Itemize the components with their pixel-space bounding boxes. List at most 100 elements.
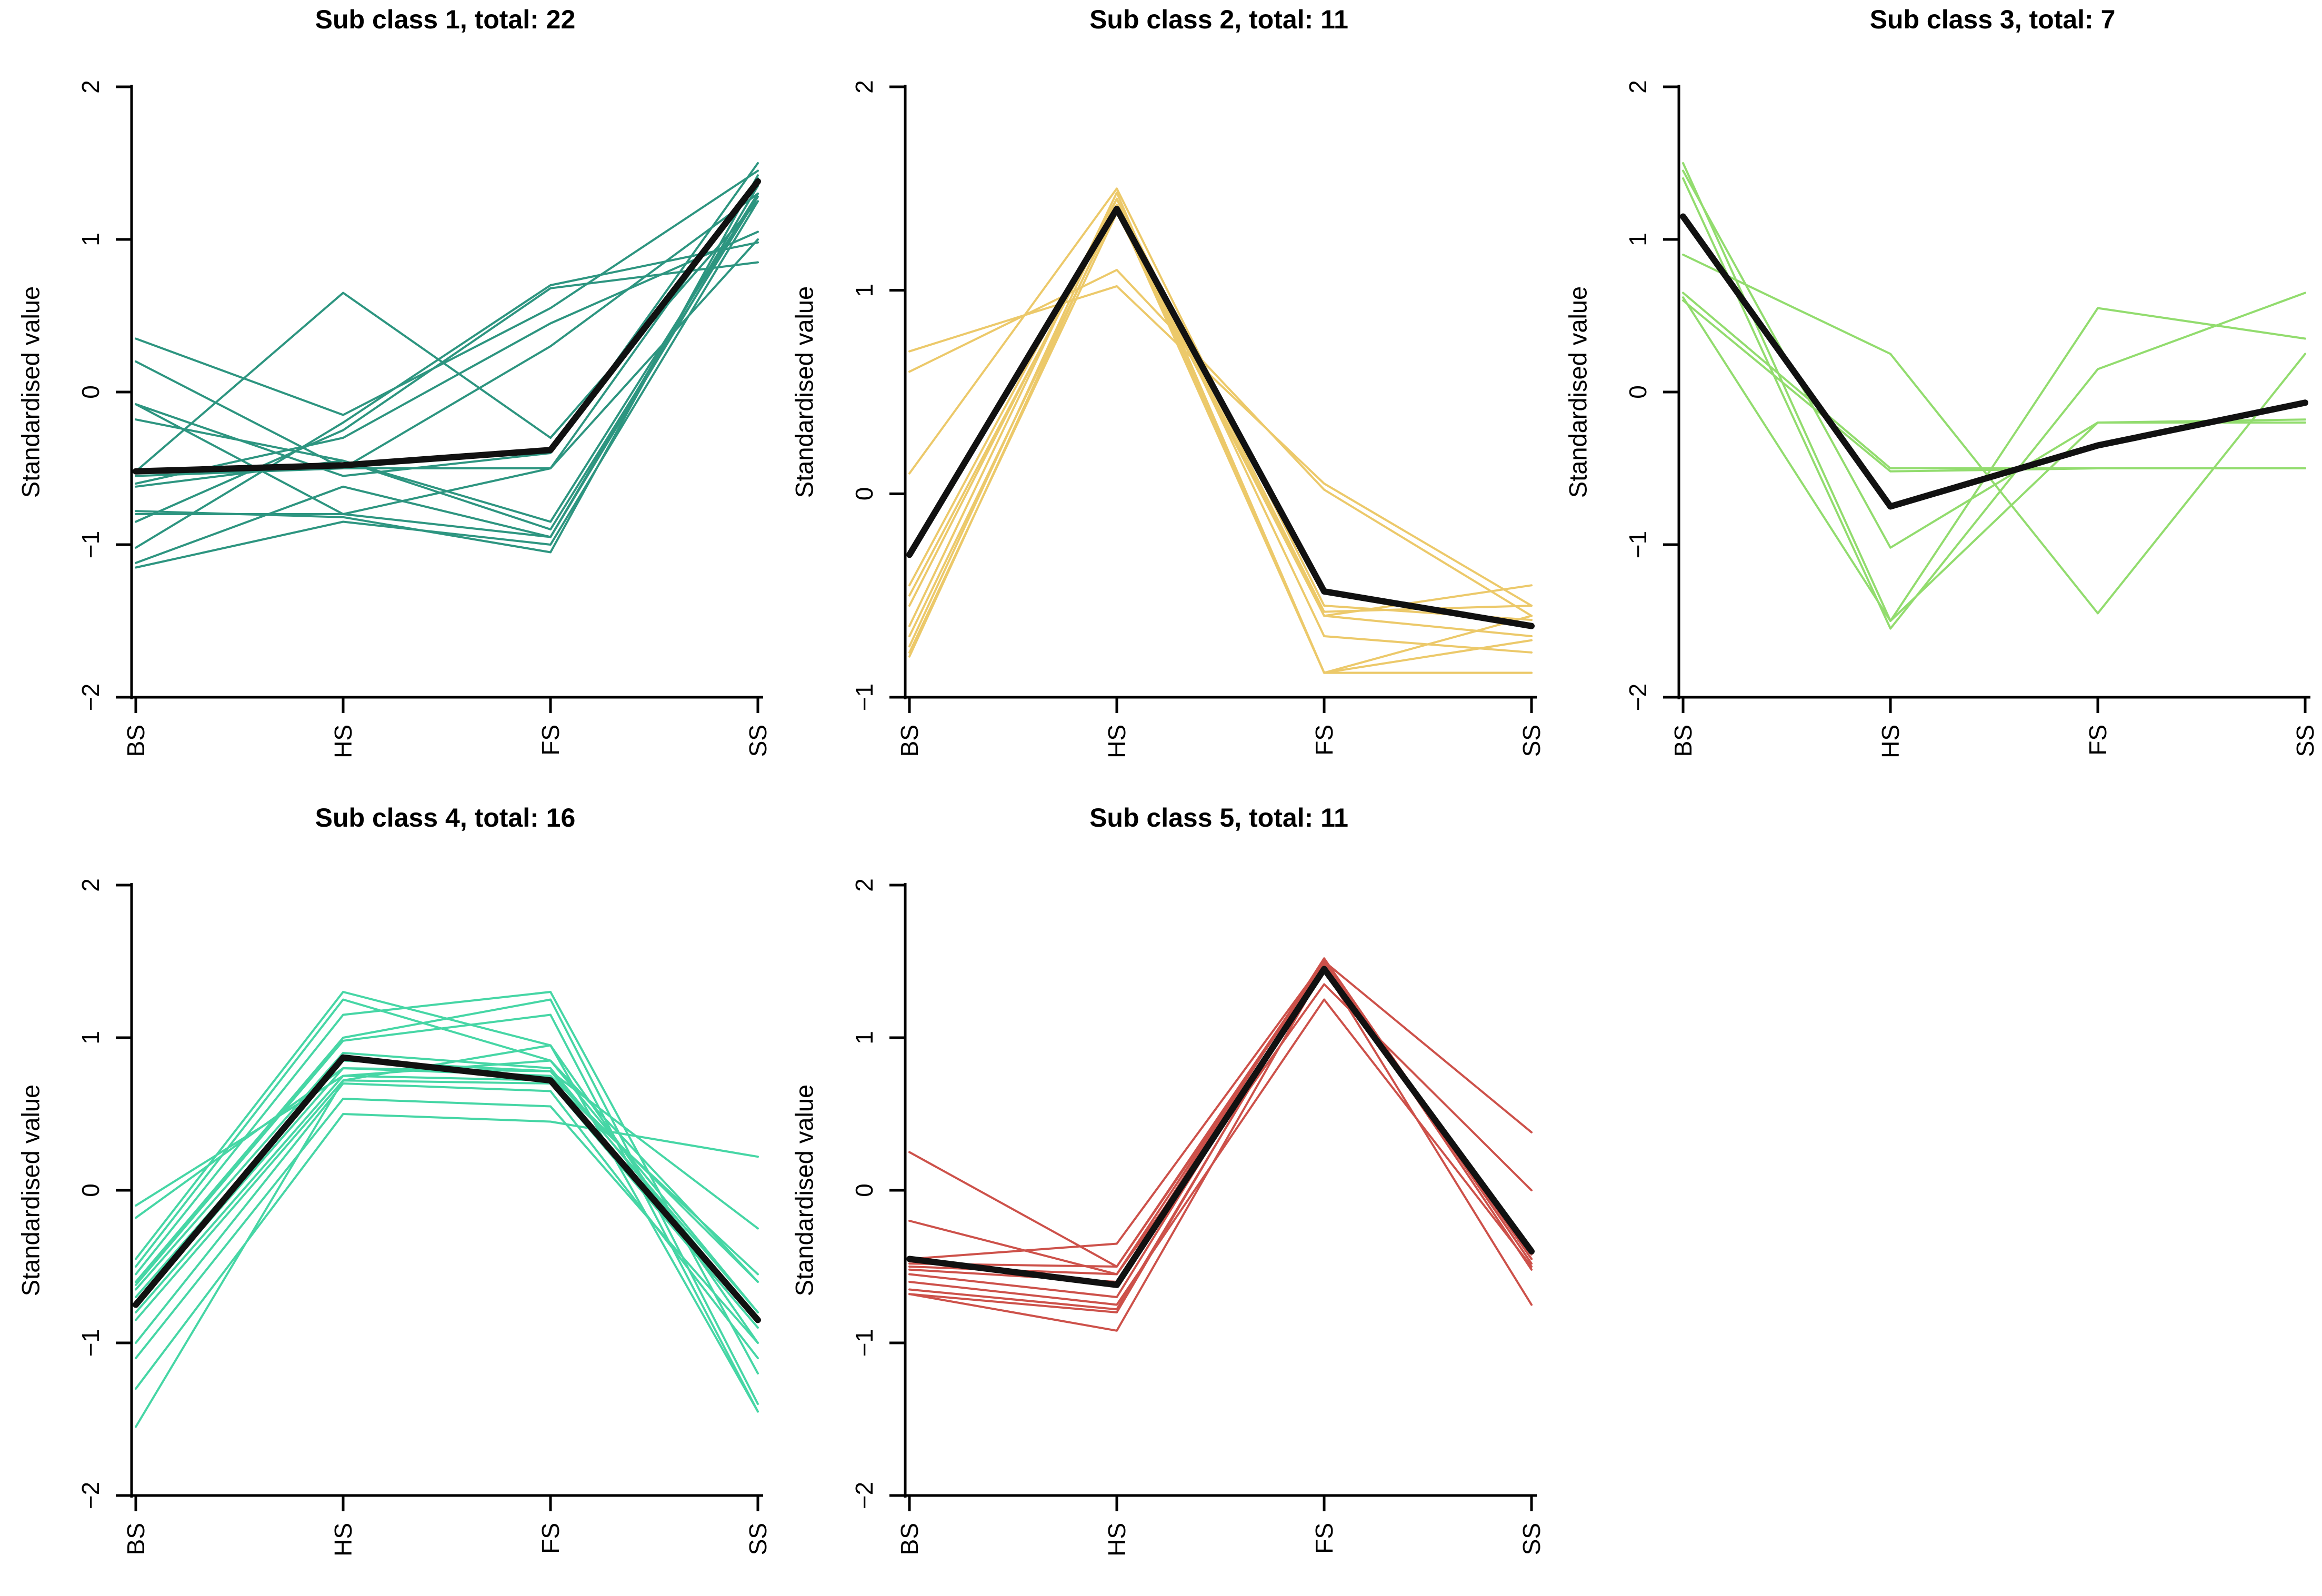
series-line-member-15 [135,1113,759,1390]
y-tick-label: 0 [850,1183,878,1197]
series-line-member-4 [908,963,1533,1268]
line-plot: −2 −1 0 1 2 BS HS FS SS [1624,80,2319,758]
x-tick-label: SS [744,1523,772,1555]
y-tick-label: 1 [77,233,104,246]
series-line-member-8 [135,1052,759,1321]
y-tick-label: −2 [850,1482,878,1509]
panel-title: Sub class 1, total: 22 [315,5,576,34]
mean-line [906,206,1535,629]
series-line-member-11 [908,968,1533,1332]
series-line-member-6 [908,197,1533,654]
y-tick-label: 0 [77,385,104,399]
mean-line [1680,213,2308,510]
series-line-member-2 [1682,169,2306,549]
series-line-member-15 [135,200,759,569]
series-line-member-14 [135,193,759,564]
panel-title: Sub class 4, total: 16 [315,803,576,832]
x-tick-label: SS [1518,725,1545,757]
subplot-subclass-3: Sub class 3, total: 7 Standardised value… [1547,0,2321,798]
line-plot: −2 −1 0 1 2 BS HS FS SS [77,878,772,1557]
subplot-subclass-1: Sub class 1, total: 22 Standardised valu… [0,0,774,798]
series-line-member-11 [135,1075,759,1313]
series-line-member-3 [1682,177,2306,630]
subplot-subclass-5: Sub class 5, total: 11 Standardised valu… [774,798,1547,1596]
y-tick-label: −2 [77,684,104,711]
line-plot: −2 −1 0 1 2 BS HS FS SS [77,80,772,758]
series-line-member-11 [135,238,759,515]
y-tick-label: −2 [77,1482,104,1509]
series-line-member-7 [135,1013,759,1413]
x-tick-label: HS [329,725,357,758]
series-line-member-3 [908,960,1533,1260]
series-line-member-4 [135,998,759,1313]
y-tick-label: 0 [850,487,878,501]
x-tick-label: SS [744,725,772,757]
x-tick-label: FS [2084,725,2111,756]
y-tick-label: −1 [1624,531,1652,558]
series-line-member-1 [135,169,759,416]
x-tick-label: HS [1877,725,1904,758]
y-tick-label: −1 [850,1329,878,1357]
x-tick-label: HS [1103,1523,1130,1557]
x-tick-label: SS [1518,1523,1545,1555]
x-tick-label: BS [122,725,149,757]
x-tick-label: FS [1310,1523,1338,1554]
series-line-member-4 [1682,254,2306,615]
x-tick-label: BS [896,1523,923,1555]
subplot-subclass-2: Sub class 2, total: 11 Standardised valu… [774,0,1547,798]
series-line-member-11 [908,204,1533,674]
y-tick-label: 2 [850,80,878,94]
series-line-member-3 [135,991,759,1344]
series-line-member-4 [135,162,759,477]
series-line-member-5 [135,991,759,1374]
panel-title: Sub class 5, total: 11 [1089,803,1348,832]
x-tick-label: SS [2291,725,2319,757]
series-line-member-8 [908,998,1533,1306]
y-tick-label: 0 [77,1183,104,1197]
series-line-member-5 [908,960,1533,1276]
x-tick-label: BS [1669,725,1697,757]
y-tick-label: −1 [77,531,104,558]
series-line-member-10 [908,960,1533,1313]
series-line-member-9 [908,197,1533,674]
panel-title: Sub class 2, total: 11 [1089,5,1348,34]
y-tick-label: 2 [77,878,104,892]
y-tick-label: −1 [77,1329,104,1357]
x-tick-label: HS [1103,725,1130,758]
series-line-member-8 [135,230,759,485]
mean-line [906,966,1535,1288]
series-line-member-16 [135,1044,759,1428]
x-tick-label: FS [537,725,564,756]
y-tick-label: 1 [1624,233,1652,246]
subplot-subclass-4: Sub class 4, total: 16 Standardised valu… [0,798,774,1596]
mean-line [133,1054,761,1323]
y-tick-label: 2 [77,80,104,94]
series-line-member-7 [135,177,759,477]
line-plot: −1 0 1 2 BS HS FS SS [850,80,1545,758]
y-tick-label: 2 [1624,80,1652,94]
series-line-member-6 [135,200,759,473]
x-tick-label: BS [122,1523,149,1555]
y-tick-label: 1 [77,1031,104,1045]
series-line-member-2 [135,193,759,469]
x-tick-label: BS [896,725,923,757]
series-line-member-14 [135,1098,759,1359]
series-line-member-13 [135,241,759,549]
series-line-member-1 [908,285,1533,607]
series-line-member-12 [135,261,759,523]
y-tick-label: 0 [1624,385,1652,399]
y-tick-label: 1 [850,284,878,297]
line-plot: −2 −1 0 1 2 BS HS FS SS [850,878,1545,1557]
empty-grid-cell [1547,798,2321,1596]
x-tick-label: FS [537,1523,564,1554]
x-tick-label: HS [329,1523,357,1557]
y-tick-label: 1 [850,1031,878,1045]
series-line-member-7 [908,192,1533,674]
series-line-member-1 [1682,162,2306,622]
panel-title: Sub class 3, total: 7 [1869,5,2116,34]
series-line-member-7 [1682,299,2306,473]
mean-line [133,178,761,475]
x-tick-label: FS [1310,725,1338,756]
y-tick-label: 2 [850,878,878,892]
